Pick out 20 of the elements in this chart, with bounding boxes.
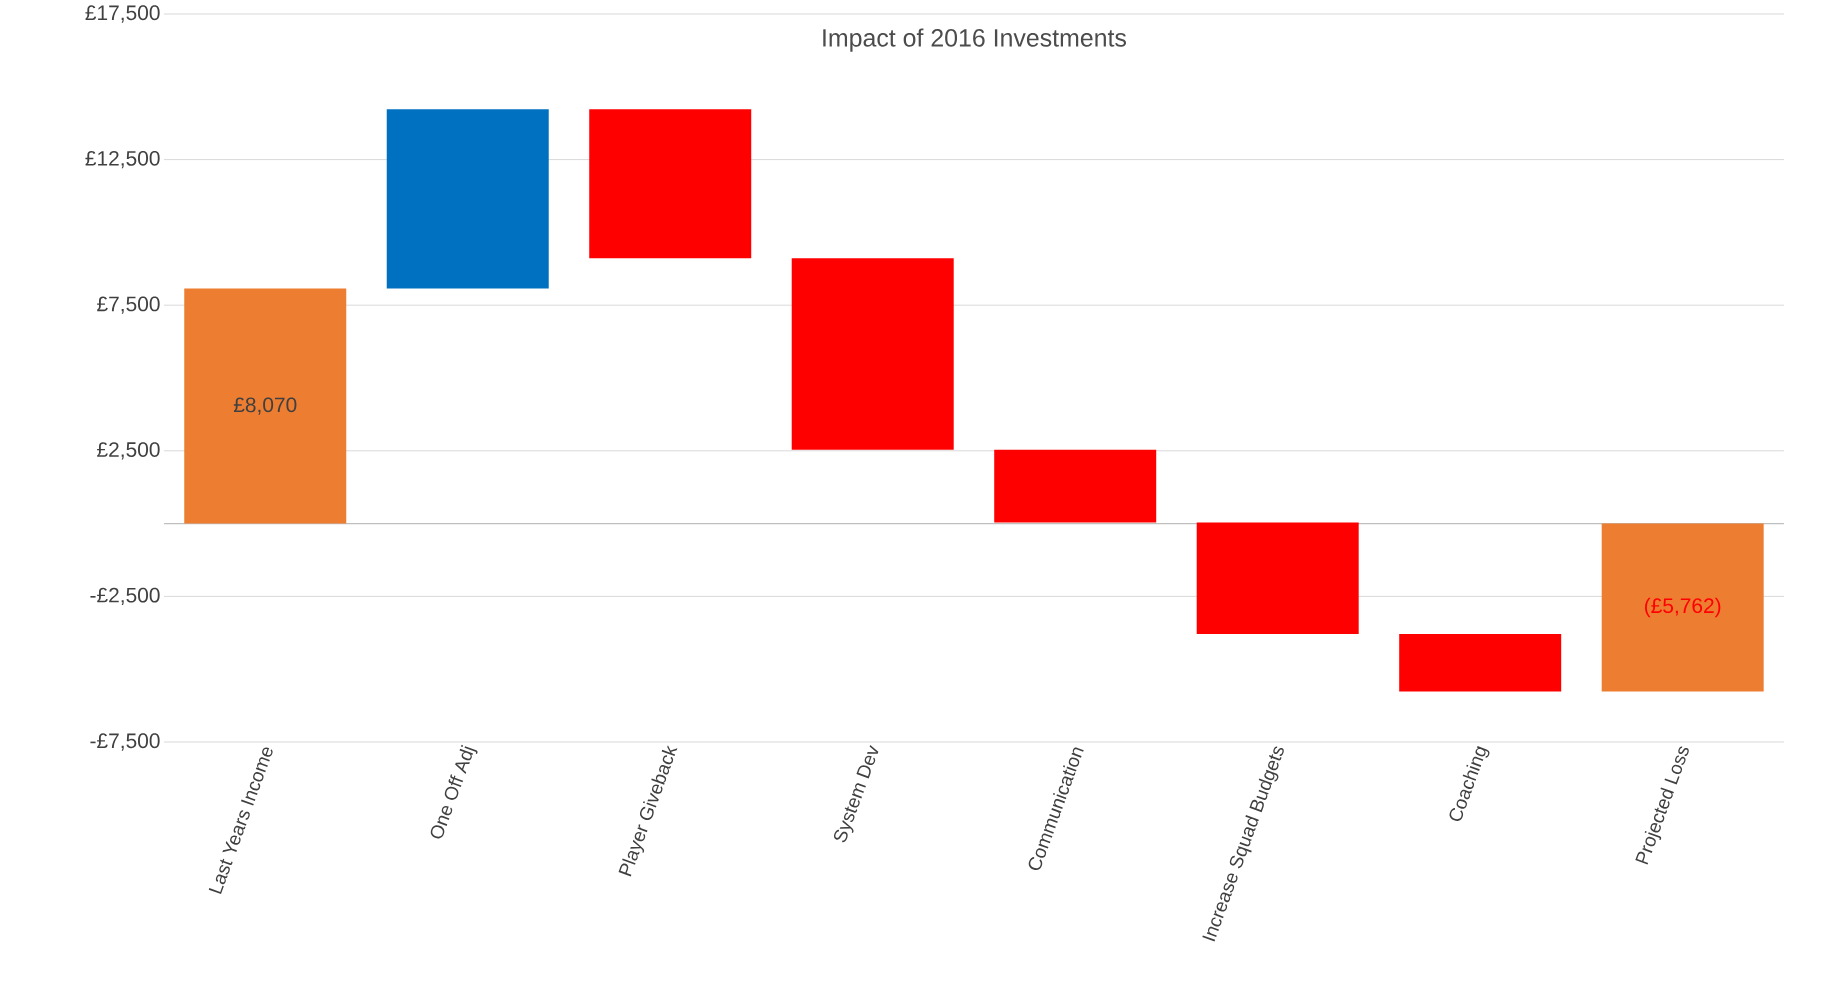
x-tick-label: Last Years Income — [208, 747, 273, 895]
x-tick-label: System Dev — [833, 744, 879, 843]
bar — [589, 109, 752, 259]
bar — [791, 258, 954, 450]
bar — [1196, 522, 1359, 634]
y-tick-label: £17,500 — [85, 5, 160, 23]
text: Impact of 2016 Investments — [823, 28, 1126, 52]
y-tick-label: -£2,500 — [90, 587, 160, 606]
y-tick-label: £12,500 — [85, 150, 160, 169]
data-label: £8,070 — [233, 397, 297, 415]
y-tick-label: -£7,500 — [90, 733, 160, 751]
y-tick-label: £7,500 — [97, 296, 160, 314]
bar — [386, 109, 549, 289]
x-tick-label: One Off Adj — [430, 744, 478, 839]
data-label: (£5,762) — [1645, 597, 1721, 618]
bar — [184, 288, 347, 524]
bar — [1399, 633, 1562, 692]
bar — [994, 449, 1157, 523]
y-tick-label: £2,500 — [97, 442, 160, 460]
bar — [1601, 523, 1764, 692]
